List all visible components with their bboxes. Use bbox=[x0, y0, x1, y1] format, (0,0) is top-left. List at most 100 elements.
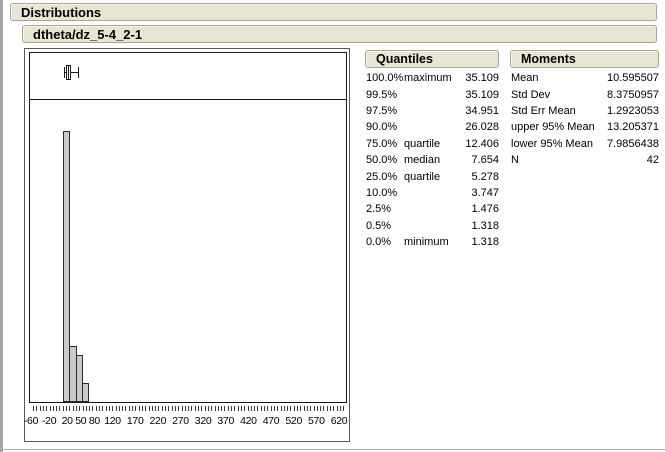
moment-value: 13.205371 bbox=[607, 121, 659, 134]
axis-tick bbox=[115, 406, 117, 411]
axis-tick-label: 620 bbox=[330, 415, 348, 427]
axis-tick bbox=[336, 406, 338, 411]
quantiles-heading-label: Quantiles bbox=[376, 52, 433, 66]
boxplot-upper-whisker bbox=[70, 72, 78, 73]
axis-tick bbox=[151, 406, 153, 411]
axis-tick-label: 370 bbox=[217, 415, 234, 427]
moment-row: Std Dev 8.3750957 bbox=[511, 86, 659, 102]
axis-tick bbox=[273, 406, 275, 411]
axis-tick bbox=[204, 406, 206, 411]
axis-tick bbox=[290, 406, 292, 411]
axis-tick bbox=[62, 406, 64, 411]
axis-tick bbox=[217, 406, 219, 411]
moment-label: Mean bbox=[511, 72, 539, 85]
moment-label: lower 95% Mean bbox=[511, 137, 593, 150]
quantile-label: quartile bbox=[404, 137, 441, 150]
distributions-title: Distributions bbox=[21, 4, 102, 20]
axis-tick bbox=[49, 406, 51, 411]
axis-tick bbox=[56, 406, 58, 411]
histogram-bar[interactable] bbox=[81, 383, 90, 402]
axis-tick bbox=[201, 406, 203, 411]
axis-tick bbox=[260, 406, 262, 411]
axis-tick bbox=[72, 406, 74, 411]
axis-tick bbox=[320, 406, 322, 411]
boxplot-upper-cap bbox=[77, 67, 79, 78]
quantiles-table: 100.0% maximum 35.109 99.5% 35.109 97.5% 34.95… bbox=[366, 70, 499, 250]
moment-value: 1.2923053 bbox=[607, 104, 659, 117]
outlier-boxplot-region[interactable] bbox=[30, 53, 346, 100]
quantiles-header[interactable]: Quantiles bbox=[365, 50, 499, 68]
axis-tick bbox=[82, 406, 84, 411]
distribution-plot-panel: -60 -20 20 50 80 120 170 220 270 320 370 420 470 520 5… bbox=[24, 48, 350, 442]
axis-tick bbox=[280, 406, 282, 411]
histogram-bar[interactable] bbox=[75, 355, 83, 402]
axis-tick bbox=[207, 406, 209, 411]
axis-tick bbox=[339, 406, 341, 411]
quantile-row: 10.0% 3.747 bbox=[366, 185, 499, 201]
axis-tick bbox=[237, 406, 239, 411]
axis-tick bbox=[316, 406, 318, 411]
quantile-pct: 25.0% bbox=[366, 170, 398, 183]
quantile-pct: 0.5% bbox=[366, 219, 392, 232]
axis-tick-label: -60 bbox=[23, 415, 39, 427]
axis-tick bbox=[85, 406, 87, 411]
moment-value: 8.3750957 bbox=[607, 88, 659, 101]
axis-tick bbox=[92, 406, 94, 411]
axis-tick bbox=[224, 406, 226, 411]
histogram-region[interactable] bbox=[30, 100, 346, 402]
axis-tick bbox=[303, 406, 305, 411]
quantile-value: 26.028 bbox=[465, 121, 499, 134]
axis-tick bbox=[250, 406, 252, 411]
moment-label: N bbox=[511, 154, 519, 167]
axis-tick bbox=[181, 406, 183, 411]
quantile-pct: 97.5% bbox=[366, 104, 398, 117]
quantile-row: 25.0% quartile 5.278 bbox=[366, 168, 499, 184]
axis-tick bbox=[244, 406, 246, 411]
quantile-value: 1.318 bbox=[471, 219, 499, 232]
quantile-row: 90.0% 26.028 bbox=[366, 119, 499, 135]
quantile-pct: 99.5% bbox=[366, 88, 398, 101]
axis-tick bbox=[323, 406, 325, 411]
quantile-pct: 100.0% bbox=[366, 72, 404, 85]
quantile-pct: 2.5% bbox=[366, 203, 392, 216]
axis-tick bbox=[214, 406, 216, 411]
quantile-value: 1.476 bbox=[471, 203, 499, 216]
axis-tick bbox=[231, 406, 232, 411]
axis-tick bbox=[105, 406, 107, 411]
axis-tick bbox=[240, 406, 242, 411]
axis-tick bbox=[79, 406, 81, 411]
axis-tick bbox=[132, 406, 133, 411]
distributions-outline-bar[interactable]: Distributions bbox=[10, 3, 657, 21]
moment-row: upper 95% Mean 13.205371 bbox=[511, 119, 659, 135]
axis-tick bbox=[122, 406, 124, 411]
axis-tick bbox=[145, 406, 147, 411]
axis-tick bbox=[99, 406, 100, 411]
moment-row: N 42 bbox=[511, 152, 659, 168]
axis-tick bbox=[39, 406, 41, 411]
axis-tick-label: 270 bbox=[172, 415, 189, 427]
moment-row: Std Err Mean 1.2923053 bbox=[511, 103, 659, 119]
axis-tick-label: 220 bbox=[149, 415, 167, 427]
axis-tick bbox=[36, 406, 38, 411]
plot-area[interactable] bbox=[29, 52, 347, 403]
axis-tick bbox=[211, 406, 213, 411]
quantile-label: quartile bbox=[404, 170, 441, 183]
histogram-bar[interactable] bbox=[63, 131, 71, 402]
axis-tick bbox=[141, 406, 143, 411]
axis-tick bbox=[165, 406, 166, 411]
axis-tick bbox=[188, 406, 190, 411]
axis-tick bbox=[313, 406, 315, 411]
axis-tick bbox=[310, 406, 312, 411]
quantile-row: 75.0% quartile 12.406 bbox=[366, 136, 499, 152]
boxplot-lower-cap bbox=[63, 67, 65, 78]
quantile-value: 3.747 bbox=[471, 186, 499, 199]
axis-tick bbox=[333, 406, 335, 411]
variable-outline-bar[interactable]: dtheta/dz_5-4_2-1 bbox=[22, 25, 657, 43]
moments-header[interactable]: Moments bbox=[510, 50, 659, 68]
quantile-row: 50.0% median 7.654 bbox=[366, 152, 499, 168]
axis-tick bbox=[326, 406, 328, 411]
axis-tick bbox=[221, 406, 223, 411]
axis-tick bbox=[247, 406, 249, 411]
quantile-value: 34.951 bbox=[465, 104, 499, 117]
quantile-value: 12.406 bbox=[465, 137, 499, 150]
